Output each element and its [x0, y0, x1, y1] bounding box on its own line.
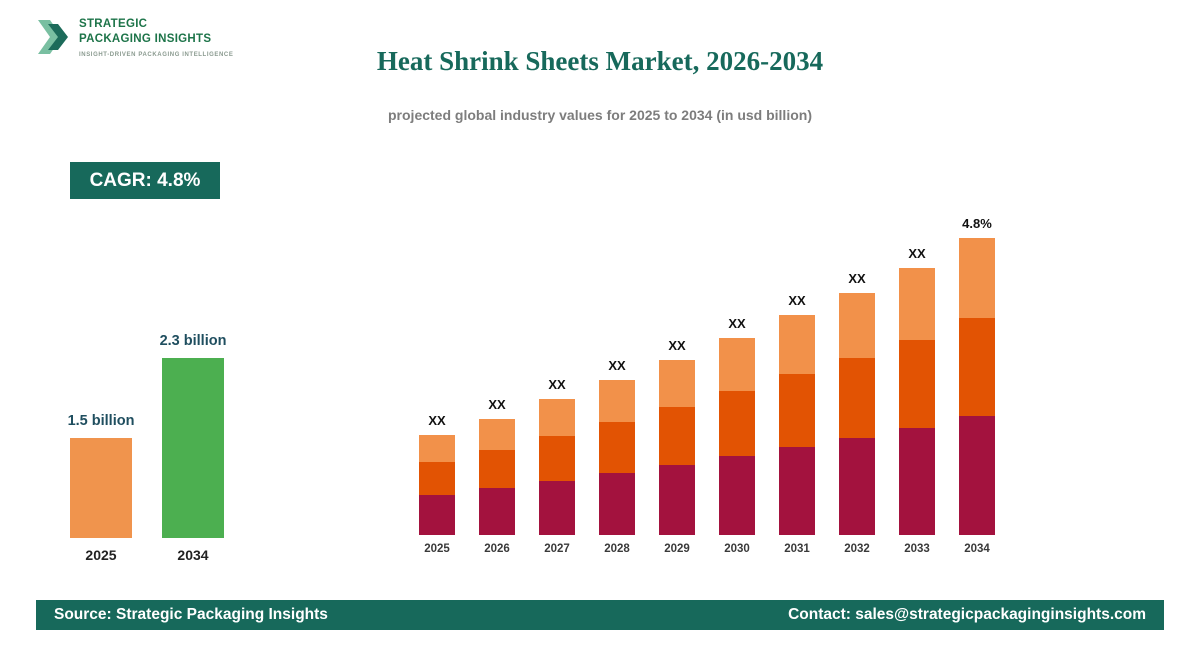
- bar-segment-bottom: [719, 456, 755, 535]
- brand-chevron-icon: [38, 20, 68, 54]
- bar-segment-middle: [419, 462, 455, 495]
- summary-chart: 1.5 billion 2.3 billion 2025 2034: [67, 325, 240, 563]
- brand-name-line2: PACKAGING INSIGHTS: [79, 32, 212, 45]
- brand-text: STRATEGIC PACKAGING INSIGHTS INSIGHT-DRI…: [79, 14, 233, 58]
- bar-segment-bottom: [899, 428, 935, 535]
- stacked-bar-2027: XX: [539, 377, 575, 535]
- bar-stack: [659, 360, 695, 535]
- bar-segment-middle: [899, 340, 935, 428]
- footer-bar: Source: Strategic Packaging Insights Con…: [36, 600, 1164, 630]
- bar-segment-bottom: [839, 438, 875, 535]
- x-axis-label: 2025: [85, 547, 117, 563]
- stacked-bar-2030: XX: [719, 316, 755, 535]
- x-axis-label: 2028: [604, 543, 630, 555]
- x-axis-label: 2032: [844, 543, 870, 555]
- bar-segment-middle: [719, 391, 755, 456]
- bar-value-label: XX: [428, 413, 446, 428]
- bar-stack: [419, 435, 455, 535]
- main-chart-bars: XX XX XX XX XX XX XX XX XX 4.8%: [419, 205, 997, 535]
- bar-segment-bottom: [479, 488, 515, 535]
- footer-source: Source: Strategic Packaging Insights: [54, 606, 328, 623]
- bar-segment-top: [719, 338, 755, 391]
- bar-segment-top: [959, 238, 995, 318]
- bar-segment-middle: [779, 374, 815, 447]
- stacked-bar-2028: XX: [599, 358, 635, 535]
- x-axis-label: 2030: [724, 543, 750, 555]
- bar-segment-middle: [839, 358, 875, 438]
- bar-segment-top: [419, 435, 455, 462]
- summary-bar-rect: [162, 358, 224, 538]
- stacked-bar-2032: XX: [839, 271, 875, 535]
- brand-name-line1: STRATEGIC: [79, 18, 148, 30]
- bar-value-label: XX: [668, 338, 686, 353]
- bar-segment-bottom: [419, 495, 455, 535]
- stacked-bar-2025: XX: [419, 413, 455, 535]
- stacked-bar-2034: 4.8%: [959, 216, 995, 535]
- x-axis-label: 2026: [484, 543, 510, 555]
- bar-segment-top: [479, 419, 515, 450]
- summary-chart-bars: 1.5 billion 2.3 billion: [67, 325, 240, 538]
- stacked-bar-2026: XX: [479, 397, 515, 535]
- bar-segment-middle: [479, 450, 515, 488]
- bar-segment-top: [659, 360, 695, 407]
- bar-segment-top: [599, 380, 635, 422]
- bar-value-label: XX: [488, 397, 506, 412]
- bar-segment-middle: [539, 436, 575, 481]
- page-subtitle: projected global industry values for 202…: [388, 107, 812, 123]
- x-axis-label: 2034: [964, 543, 990, 555]
- bar-stack: [899, 268, 935, 535]
- bar-segment-bottom: [539, 481, 575, 535]
- bar-segment-bottom: [599, 473, 635, 535]
- x-axis-label: 2033: [904, 543, 930, 555]
- bar-stack: [479, 419, 515, 535]
- summary-bar-rect: [70, 438, 132, 538]
- main-chart: XX XX XX XX XX XX XX XX XX 4.8% 2025 2026 2027 2028 2…: [419, 205, 997, 555]
- bar-stack: [839, 293, 875, 535]
- bar-stack: [719, 338, 755, 535]
- stacked-bar-2029: XX: [659, 338, 695, 535]
- main-chart-years: 2025 2026 2027 2028 2029 2030 2031 2032 2033 2034: [419, 543, 997, 555]
- x-axis-label: 2027: [544, 543, 570, 555]
- bar-segment-bottom: [659, 465, 695, 535]
- bar-segment-middle: [959, 318, 995, 416]
- cagr-badge: CAGR: 4.8%: [70, 162, 220, 199]
- summary-bar-2034: 2.3 billion: [159, 333, 227, 538]
- bar-segment-top: [839, 293, 875, 358]
- bar-value-label: XX: [728, 316, 746, 331]
- bar-segment-bottom: [959, 416, 995, 535]
- x-axis-label: 2034: [177, 547, 209, 563]
- bar-stack: [599, 380, 635, 535]
- bar-segment-middle: [599, 422, 635, 473]
- stacked-bar-2033: XX: [899, 246, 935, 535]
- stacked-bar-2031: XX: [779, 293, 815, 535]
- bar-value-label: XX: [908, 246, 926, 261]
- x-axis-label: 2031: [784, 543, 810, 555]
- brand-logo: STRATEGIC PACKAGING INSIGHTS INSIGHT-DRI…: [36, 14, 233, 60]
- footer-contact: Contact: sales@strategicpackaginginsight…: [788, 606, 1146, 623]
- bar-segment-middle: [659, 407, 695, 465]
- bar-stack: [959, 238, 995, 535]
- bar-value-label: XX: [848, 271, 866, 286]
- brand-tagline: INSIGHT-DRIVEN PACKAGING INTELLIGENCE: [79, 51, 234, 58]
- summary-bar-value-label: 2.3 billion: [159, 333, 227, 349]
- bar-segment-top: [539, 399, 575, 436]
- summary-bar-value-label: 1.5 billion: [67, 413, 135, 429]
- bar-stack: [779, 315, 815, 535]
- bar-stack: [539, 399, 575, 535]
- bar-segment-top: [899, 268, 935, 340]
- bar-value-label: XX: [608, 358, 626, 373]
- bar-value-label: 4.8%: [962, 216, 992, 231]
- bar-value-label: XX: [788, 293, 806, 308]
- bar-value-label: XX: [548, 377, 566, 392]
- summary-chart-years: 2025 2034: [70, 547, 240, 563]
- x-axis-label: 2029: [664, 543, 690, 555]
- x-axis-label: 2025: [424, 543, 450, 555]
- bar-segment-bottom: [779, 447, 815, 535]
- bar-segment-top: [779, 315, 815, 374]
- summary-bar-2025: 1.5 billion: [67, 413, 135, 538]
